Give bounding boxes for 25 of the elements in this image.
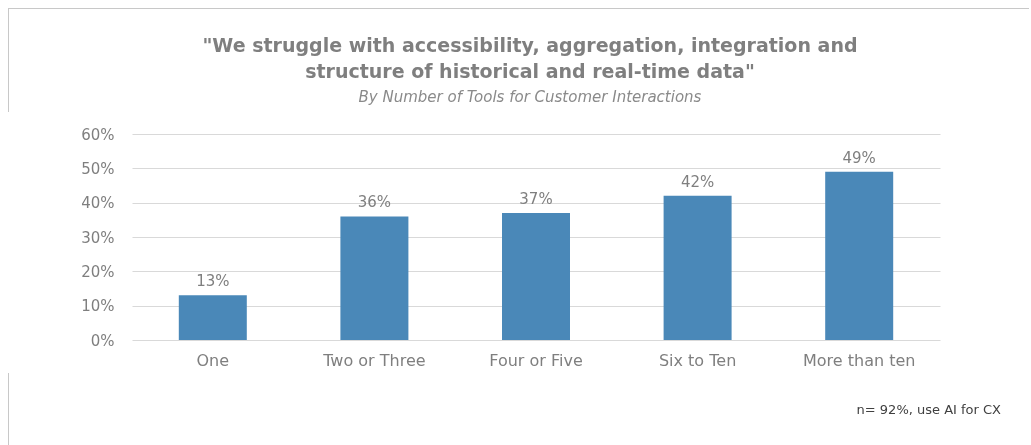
y-tick-label: 10%	[81, 297, 115, 316]
text: n= 92%, use AI for CX	[856, 402, 1001, 417]
y-tick-label: 40%	[81, 194, 115, 213]
x-tick-label: Four or Five	[489, 350, 583, 370]
bar	[825, 171, 894, 340]
bar	[340, 216, 409, 340]
x-tick-label: Six to Ten	[658, 350, 737, 370]
y-tick-label: 0%	[90, 331, 115, 350]
bar	[663, 195, 732, 340]
y-tick-label: 20%	[81, 262, 115, 281]
x-tick-label: Two or Three	[322, 350, 426, 370]
chart-title: "We struggle with accessibility, aggregation, integration and structure of historical and real-time data"	[201, 33, 859, 84]
data-label: 42%	[680, 172, 715, 191]
bar	[178, 295, 247, 340]
data-label: 37%	[519, 189, 553, 208]
data-label: 13%	[196, 272, 230, 291]
y-tick-label: 30%	[81, 228, 115, 247]
chart-subtitle: By Number of Tools for Customer Interactions	[357, 88, 703, 106]
x-tick-label: One	[196, 350, 230, 370]
data-label: 49%	[842, 148, 876, 167]
y-tick-label: 60%	[81, 125, 115, 144]
bar	[502, 212, 570, 340]
x-tick-label: More than ten	[802, 350, 916, 370]
y-tick-label: 50%	[81, 159, 115, 178]
data-label: 36%	[357, 193, 392, 212]
